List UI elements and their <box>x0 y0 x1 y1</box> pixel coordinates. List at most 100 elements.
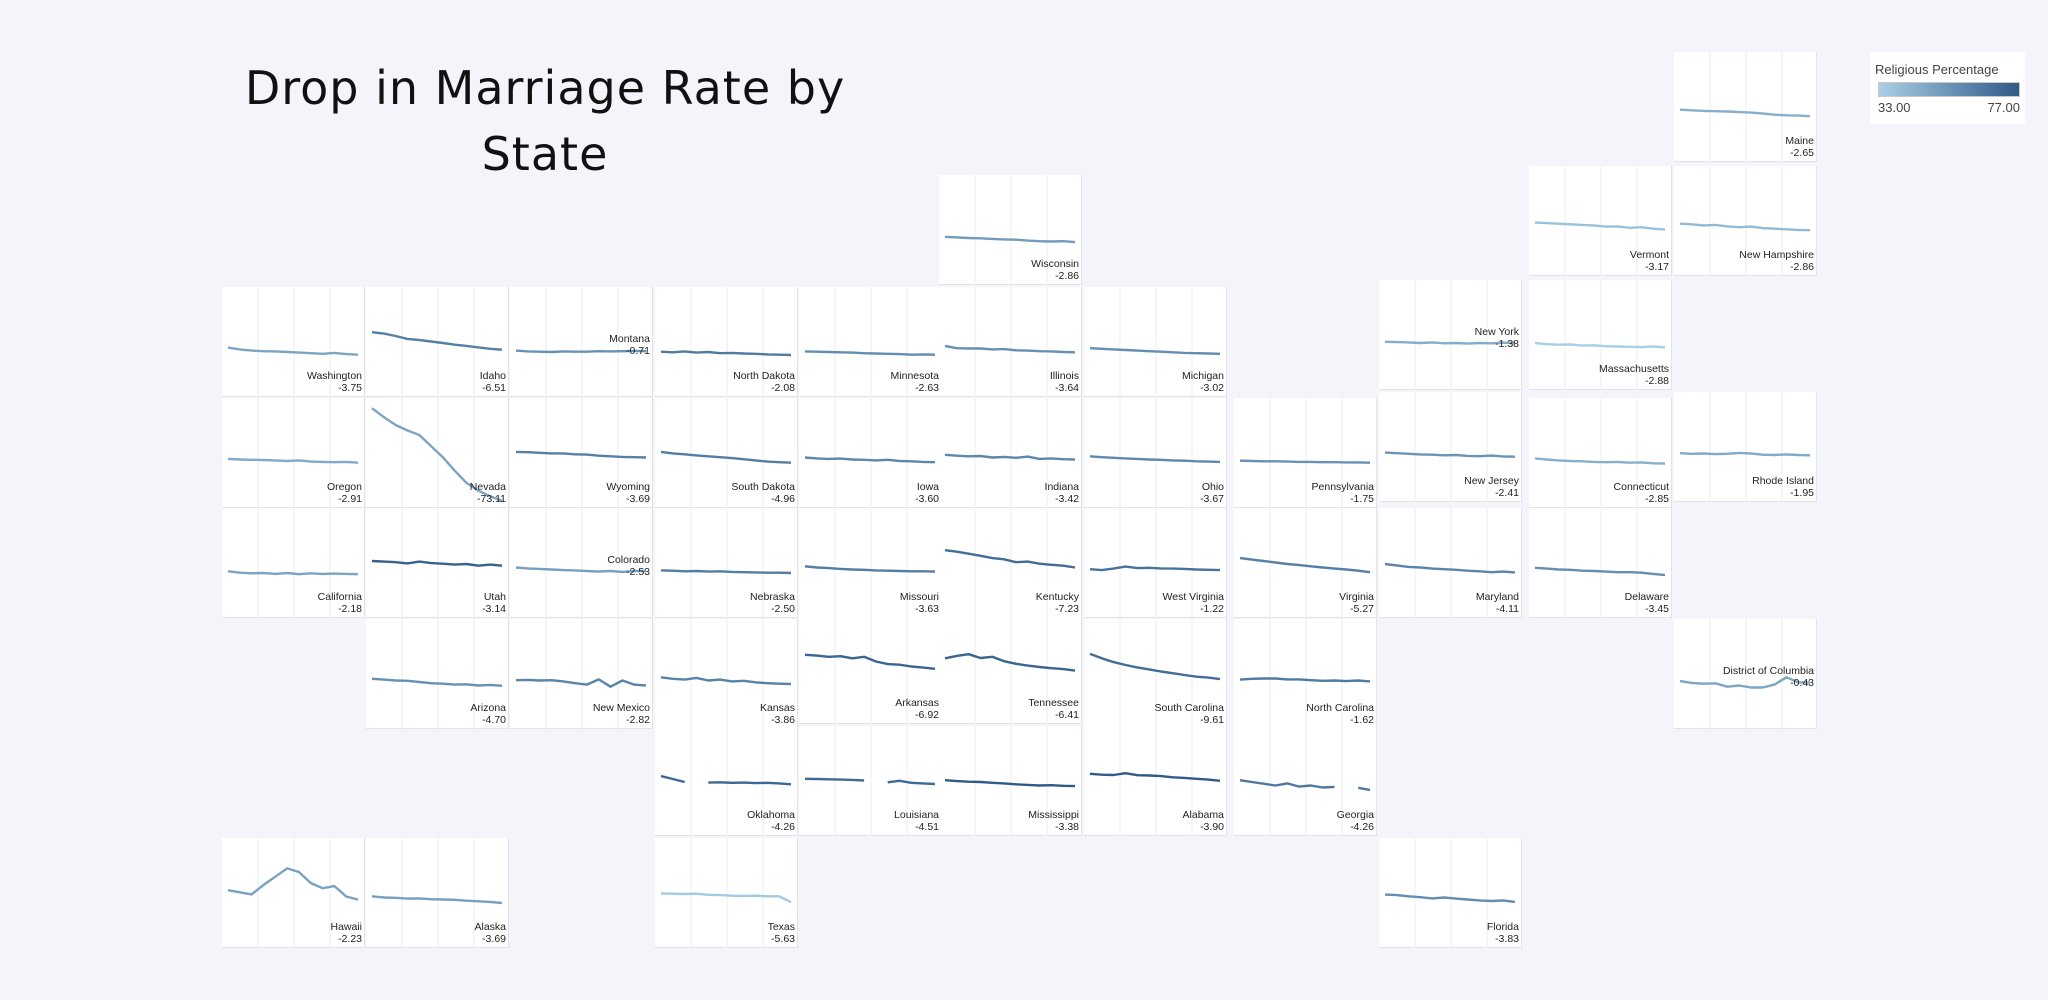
state-tile-utah[interactable]: Utah -3.14 <box>366 508 509 618</box>
state-tile-west-virginia[interactable]: West Virginia -1.22 <box>1084 508 1227 618</box>
state-label: Arkansas -6.92 <box>895 697 939 721</box>
series-line-missouri <box>804 565 936 573</box>
series-line-maine <box>1679 108 1811 118</box>
state-tile-north-dakota[interactable]: North Dakota -2.08 <box>655 287 798 397</box>
series-line-louisiana <box>804 777 936 786</box>
series-line-colorado <box>515 566 646 574</box>
state-tile-south-carolina[interactable]: South Carolina -9.61 <box>1084 619 1227 729</box>
state-tile-arkansas[interactable]: Arkansas -6.92 <box>799 614 942 724</box>
state-label: Pennsylvania -1.75 <box>1312 481 1374 505</box>
state-name: North Dakota <box>733 370 795 382</box>
state-tile-delaware[interactable]: Delaware -3.45 <box>1529 508 1672 618</box>
color-legend: Religious Percentage 33.00 77.00 <box>1870 52 2025 124</box>
state-tile-wisconsin[interactable]: Wisconsin -2.86 <box>939 175 1082 285</box>
state-tile-district-of-columbia[interactable]: District of Columbia -0.43 <box>1674 619 1817 729</box>
state-tile-pennsylvania[interactable]: Pennsylvania -1.75 <box>1234 398 1377 508</box>
state-tile-illinois[interactable]: Illinois -3.64 <box>939 287 1082 397</box>
state-tile-kentucky[interactable]: Kentucky -7.23 <box>939 508 1082 618</box>
state-tile-iowa[interactable]: Iowa -3.60 <box>799 398 942 508</box>
state-tile-virginia[interactable]: Virginia -5.27 <box>1234 508 1377 618</box>
state-tile-north-carolina[interactable]: North Carolina -1.62 <box>1234 619 1377 729</box>
legend-color-bar <box>1878 82 2020 97</box>
state-tile-vermont[interactable]: Vermont -3.17 <box>1529 166 1672 276</box>
series-line-south-carolina <box>1089 652 1221 681</box>
legend-min-label: 33.00 <box>1878 100 1911 115</box>
state-change-value: -2.08 <box>771 382 795 394</box>
series-line-montana <box>515 349 647 354</box>
sparkline-chart <box>371 398 503 508</box>
state-tile-montana[interactable]: Montana -0.71 <box>510 287 653 397</box>
state-tile-massachusetts[interactable]: Massachusetts -2.88 <box>1529 280 1672 390</box>
state-tile-kansas[interactable]: Kansas -3.86 <box>655 619 798 729</box>
state-name: South Carolina <box>1154 702 1224 714</box>
state-tile-washington[interactable]: Washington -3.75 <box>222 287 365 397</box>
state-name: Texas <box>767 921 795 933</box>
state-tile-wyoming[interactable]: Wyoming -3.69 <box>510 398 653 508</box>
state-change-value: -3.38 <box>1055 821 1079 833</box>
state-tile-hawaii[interactable]: Hawaii -2.23 <box>222 838 365 948</box>
state-tile-california[interactable]: California -2.18 <box>222 508 365 618</box>
sparkline-chart <box>944 614 1076 724</box>
state-name: Indiana <box>1044 481 1079 493</box>
state-tile-south-dakota[interactable]: South Dakota -4.96 <box>655 398 798 508</box>
sparkline-chart <box>1384 280 1516 390</box>
state-tile-idaho[interactable]: Idaho -6.51 <box>366 287 509 397</box>
state-name: Washington <box>306 370 362 382</box>
state-name: Wyoming <box>606 481 650 493</box>
state-label: Nebraska -2.50 <box>750 591 795 615</box>
series-line-virginia <box>1239 556 1371 574</box>
state-label: Oregon -2.91 <box>327 481 362 505</box>
state-change-value: -3.14 <box>482 603 506 615</box>
state-label: Texas -5.63 <box>768 921 795 945</box>
state-name: Iowa <box>916 481 939 493</box>
state-tile-missouri[interactable]: Missouri -3.63 <box>799 508 942 618</box>
state-tile-tennessee[interactable]: Tennessee -6.41 <box>939 614 1082 724</box>
state-tile-georgia[interactable]: Georgia -4.26 <box>1234 726 1377 836</box>
state-tile-maryland[interactable]: Maryland -4.11 <box>1379 508 1522 618</box>
state-name: Alaska <box>474 921 506 933</box>
series-line-indiana <box>944 453 1076 461</box>
state-name: Nebraska <box>750 591 795 603</box>
state-tile-michigan[interactable]: Michigan -3.02 <box>1084 287 1227 397</box>
sparkline-chart <box>1534 280 1666 390</box>
series-line-district-of-columbia <box>1679 676 1811 689</box>
state-tile-ohio[interactable]: Ohio -3.67 <box>1084 398 1227 508</box>
state-tile-mississippi[interactable]: Mississippi -3.38 <box>939 726 1082 836</box>
state-name: Mississippi <box>1028 809 1079 821</box>
state-tile-nebraska[interactable]: Nebraska -2.50 <box>655 508 798 618</box>
state-tile-colorado[interactable]: Colorado -2.53 <box>510 508 653 618</box>
series-line-hawaii <box>227 867 359 901</box>
state-tile-alaska[interactable]: Alaska -3.69 <box>366 838 509 948</box>
state-tile-louisiana[interactable]: Louisiana -4.51 <box>799 726 942 836</box>
state-change-value: -2.53 <box>626 566 650 578</box>
state-tile-maine[interactable]: Maine -2.65 <box>1674 52 1817 162</box>
state-label: New Jersey -2.41 <box>1464 475 1519 499</box>
state-change-value: -1.75 <box>1350 493 1374 505</box>
state-tile-new-hampshire[interactable]: New Hampshire -2.86 <box>1674 166 1817 276</box>
state-label: District of Columbia -0.43 <box>1723 665 1814 689</box>
state-tile-connecticut[interactable]: Connecticut -2.85 <box>1529 398 1672 508</box>
state-label: Iowa -3.60 <box>915 481 939 505</box>
state-tile-oklahoma[interactable]: Oklahoma -4.26 <box>655 726 798 836</box>
state-label: West Virginia -1.22 <box>1163 591 1224 615</box>
state-name: Virginia <box>1339 591 1374 603</box>
state-tile-nevada[interactable]: Nevada -73.11 <box>366 398 509 508</box>
state-name: Hawaii <box>330 921 362 933</box>
state-tile-new-york[interactable]: New York -1.38 <box>1379 280 1522 390</box>
state-tile-indiana[interactable]: Indiana -3.42 <box>939 398 1082 508</box>
sparkline-chart <box>660 838 792 948</box>
state-tile-arizona[interactable]: Arizona -4.70 <box>366 619 509 729</box>
state-tile-oregon[interactable]: Oregon -2.91 <box>222 398 365 508</box>
state-label: Oklahoma -4.26 <box>747 809 795 833</box>
series-line-florida <box>1384 893 1516 904</box>
state-tile-rhode-island[interactable]: Rhode Island -1.95 <box>1674 392 1817 502</box>
state-tile-minnesota[interactable]: Minnesota -2.63 <box>799 287 942 397</box>
state-tile-new-jersey[interactable]: New Jersey -2.41 <box>1379 392 1522 502</box>
state-tile-texas[interactable]: Texas -5.63 <box>655 838 798 948</box>
state-label: Georgia -4.26 <box>1337 809 1374 833</box>
state-tile-florida[interactable]: Florida -3.83 <box>1379 838 1522 948</box>
state-tile-new-mexico[interactable]: New Mexico -2.82 <box>510 619 653 729</box>
state-change-value: -3.17 <box>1645 261 1669 273</box>
state-tile-alabama[interactable]: Alabama -3.90 <box>1084 726 1227 836</box>
sparkline-chart <box>1089 726 1221 836</box>
